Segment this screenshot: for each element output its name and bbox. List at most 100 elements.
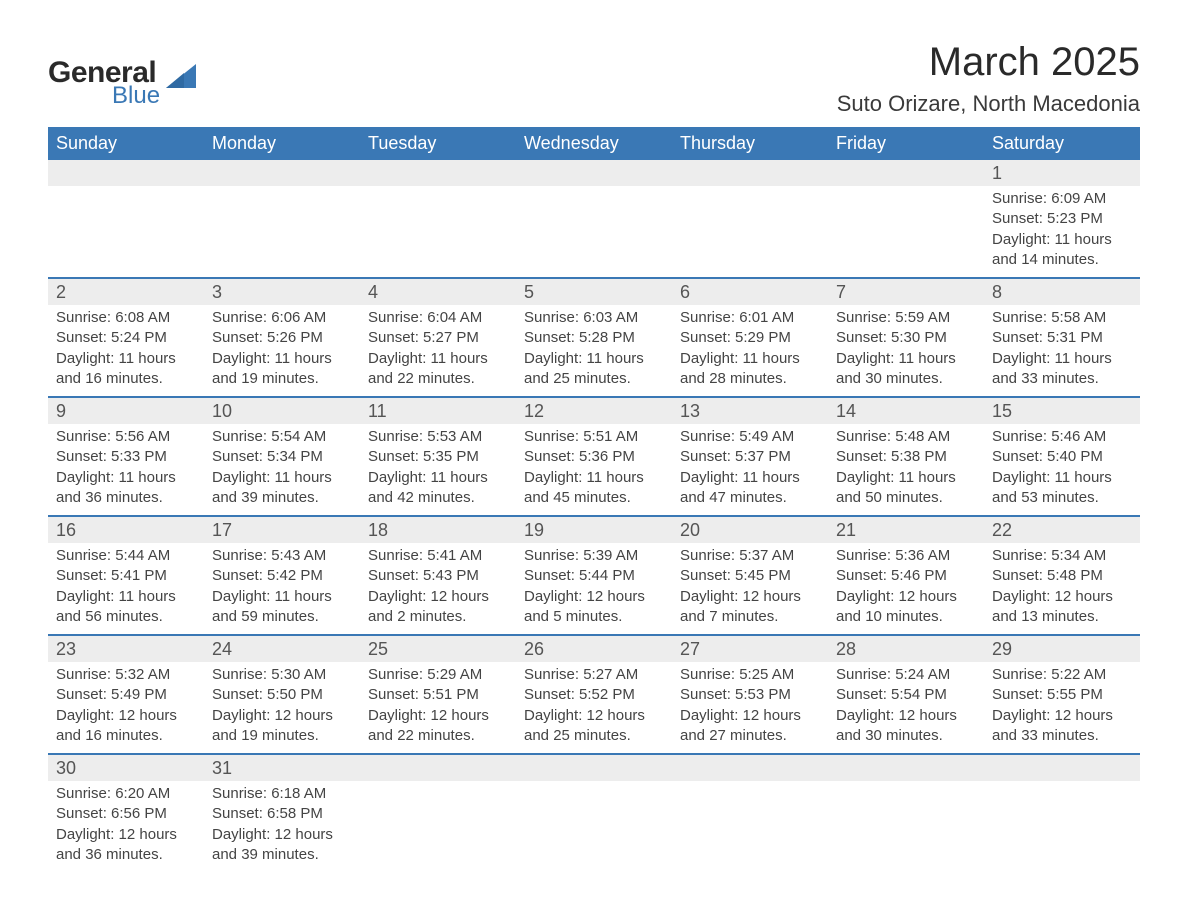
- day-cell: Sunrise: 5:54 AMSunset: 5:34 PMDaylight:…: [204, 424, 360, 516]
- sunrise-text: Sunrise: 5:48 AM: [836, 427, 976, 447]
- day-cell: Sunrise: 6:03 AMSunset: 5:28 PMDaylight:…: [516, 305, 672, 397]
- day-number: 1: [984, 160, 1140, 186]
- daylight-text-1: Daylight: 11 hours: [992, 468, 1132, 488]
- daylight-text-2: and 5 minutes.: [524, 607, 664, 627]
- day-cell: Sunrise: 6:06 AMSunset: 5:26 PMDaylight:…: [204, 305, 360, 397]
- daylight-text-2: and 19 minutes.: [212, 726, 352, 746]
- sunset-text: Sunset: 5:41 PM: [56, 566, 196, 586]
- daylight-text-1: Daylight: 12 hours: [368, 706, 508, 726]
- daylight-text-2: and 7 minutes.: [680, 607, 820, 627]
- sunrise-text: Sunrise: 5:41 AM: [368, 546, 508, 566]
- day-cell: Sunrise: 6:08 AMSunset: 5:24 PMDaylight:…: [48, 305, 204, 397]
- day-number: 7: [828, 278, 984, 305]
- col-wednesday: Wednesday: [516, 127, 672, 160]
- day-number: 31: [204, 754, 360, 781]
- daylight-text-2: and 36 minutes.: [56, 488, 196, 508]
- sunset-text: Sunset: 5:37 PM: [680, 447, 820, 467]
- calendar-table: Sunday Monday Tuesday Wednesday Thursday…: [48, 127, 1140, 873]
- daylight-text-2: and 19 minutes.: [212, 369, 352, 389]
- daylight-text-2: and 30 minutes.: [836, 369, 976, 389]
- daylight-text-1: Daylight: 12 hours: [680, 587, 820, 607]
- daylight-text-1: Daylight: 11 hours: [992, 349, 1132, 369]
- sunset-text: Sunset: 5:23 PM: [992, 209, 1132, 229]
- sunset-text: Sunset: 5:31 PM: [992, 328, 1132, 348]
- daylight-text-2: and 45 minutes.: [524, 488, 664, 508]
- day-number: [516, 754, 672, 781]
- daynum-row: 16171819202122: [48, 516, 1140, 543]
- day-number: 5: [516, 278, 672, 305]
- day-number: 8: [984, 278, 1140, 305]
- sunrise-text: Sunrise: 5:22 AM: [992, 665, 1132, 685]
- day-number: 27: [672, 635, 828, 662]
- calendar-body: 1Sunrise: 6:09 AMSunset: 5:23 PMDaylight…: [48, 160, 1140, 873]
- daylight-text-2: and 33 minutes.: [992, 726, 1132, 746]
- daylight-text-2: and 30 minutes.: [836, 726, 976, 746]
- day-cell: [672, 186, 828, 278]
- day-number: 26: [516, 635, 672, 662]
- day-number: [828, 160, 984, 186]
- daylight-text-2: and 22 minutes.: [368, 726, 508, 746]
- day-cell: Sunrise: 5:46 AMSunset: 5:40 PMDaylight:…: [984, 424, 1140, 516]
- daylight-text-1: Daylight: 12 hours: [524, 587, 664, 607]
- daynum-row: 23242526272829: [48, 635, 1140, 662]
- daylight-text-1: Daylight: 12 hours: [368, 587, 508, 607]
- day-number: 30: [48, 754, 204, 781]
- sunset-text: Sunset: 5:48 PM: [992, 566, 1132, 586]
- sunset-text: Sunset: 5:38 PM: [836, 447, 976, 467]
- day-number: 14: [828, 397, 984, 424]
- sunrise-text: Sunrise: 5:46 AM: [992, 427, 1132, 447]
- daylight-text-1: Daylight: 11 hours: [680, 349, 820, 369]
- col-thursday: Thursday: [672, 127, 828, 160]
- daylight-text-2: and 14 minutes.: [992, 250, 1132, 270]
- day-number: 28: [828, 635, 984, 662]
- daylight-text-1: Daylight: 12 hours: [680, 706, 820, 726]
- sunset-text: Sunset: 5:27 PM: [368, 328, 508, 348]
- day-cell: Sunrise: 5:34 AMSunset: 5:48 PMDaylight:…: [984, 543, 1140, 635]
- sunset-text: Sunset: 5:33 PM: [56, 447, 196, 467]
- day-cell: Sunrise: 6:09 AMSunset: 5:23 PMDaylight:…: [984, 186, 1140, 278]
- content-row: Sunrise: 5:56 AMSunset: 5:33 PMDaylight:…: [48, 424, 1140, 516]
- day-number: 12: [516, 397, 672, 424]
- day-cell: Sunrise: 5:27 AMSunset: 5:52 PMDaylight:…: [516, 662, 672, 754]
- sunset-text: Sunset: 5:55 PM: [992, 685, 1132, 705]
- day-number: 16: [48, 516, 204, 543]
- day-cell: [48, 186, 204, 278]
- day-cell: Sunrise: 6:01 AMSunset: 5:29 PMDaylight:…: [672, 305, 828, 397]
- sunrise-text: Sunrise: 5:36 AM: [836, 546, 976, 566]
- daylight-text-2: and 39 minutes.: [212, 845, 352, 865]
- day-cell: Sunrise: 5:56 AMSunset: 5:33 PMDaylight:…: [48, 424, 204, 516]
- sunrise-text: Sunrise: 6:08 AM: [56, 308, 196, 328]
- daylight-text-2: and 59 minutes.: [212, 607, 352, 627]
- day-cell: [672, 781, 828, 873]
- day-cell: Sunrise: 5:30 AMSunset: 5:50 PMDaylight:…: [204, 662, 360, 754]
- day-cell: Sunrise: 5:44 AMSunset: 5:41 PMDaylight:…: [48, 543, 204, 635]
- day-cell: Sunrise: 5:36 AMSunset: 5:46 PMDaylight:…: [828, 543, 984, 635]
- daylight-text-2: and 47 minutes.: [680, 488, 820, 508]
- day-cell: [828, 781, 984, 873]
- day-cell: [828, 186, 984, 278]
- col-friday: Friday: [828, 127, 984, 160]
- daynum-row: 9101112131415: [48, 397, 1140, 424]
- sunrise-text: Sunrise: 5:25 AM: [680, 665, 820, 685]
- sunset-text: Sunset: 5:36 PM: [524, 447, 664, 467]
- day-number: 21: [828, 516, 984, 543]
- sunset-text: Sunset: 5:50 PM: [212, 685, 352, 705]
- sunset-text: Sunset: 5:26 PM: [212, 328, 352, 348]
- daylight-text-1: Daylight: 12 hours: [992, 706, 1132, 726]
- daylight-text-2: and 2 minutes.: [368, 607, 508, 627]
- daylight-text-1: Daylight: 11 hours: [368, 468, 508, 488]
- daylight-text-1: Daylight: 11 hours: [680, 468, 820, 488]
- sunset-text: Sunset: 5:34 PM: [212, 447, 352, 467]
- sunrise-text: Sunrise: 5:37 AM: [680, 546, 820, 566]
- daylight-text-1: Daylight: 11 hours: [56, 587, 196, 607]
- day-number: [672, 160, 828, 186]
- day-cell: Sunrise: 5:58 AMSunset: 5:31 PMDaylight:…: [984, 305, 1140, 397]
- sunrise-text: Sunrise: 6:04 AM: [368, 308, 508, 328]
- day-number: 2: [48, 278, 204, 305]
- col-tuesday: Tuesday: [360, 127, 516, 160]
- sunset-text: Sunset: 5:28 PM: [524, 328, 664, 348]
- day-cell: Sunrise: 6:18 AMSunset: 6:58 PMDaylight:…: [204, 781, 360, 873]
- day-number: [204, 160, 360, 186]
- content-row: Sunrise: 5:44 AMSunset: 5:41 PMDaylight:…: [48, 543, 1140, 635]
- sunrise-text: Sunrise: 6:01 AM: [680, 308, 820, 328]
